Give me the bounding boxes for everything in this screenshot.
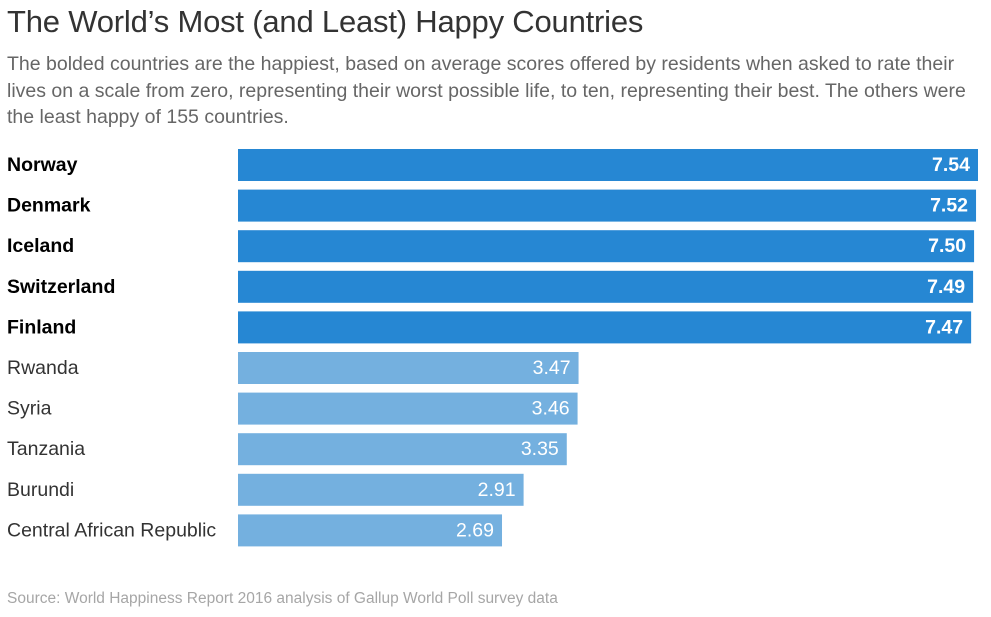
category-label: Norway — [7, 154, 78, 176]
bar-chart: Norway 7.54 Denmark 7.52 Iceland 7.50 Switzerl… — [7, 149, 978, 547]
bar — [238, 433, 567, 466]
value-label: 3.46 — [532, 398, 570, 420]
bar — [238, 514, 503, 547]
bar — [238, 311, 972, 344]
value-label: 7.47 — [925, 316, 963, 338]
category-label: Denmark — [7, 195, 91, 217]
bar — [238, 230, 975, 263]
category-label: Switzerland — [7, 276, 115, 298]
bar — [238, 189, 977, 222]
value-label: 2.91 — [478, 479, 516, 501]
source-note: Source: World Happiness Report 2016 anal… — [7, 590, 558, 607]
value-label: 3.35 — [521, 438, 559, 460]
category-label: Syria — [7, 398, 52, 420]
bar — [238, 473, 524, 506]
category-label: Iceland — [7, 235, 74, 257]
bar — [238, 149, 978, 181]
bar — [238, 392, 578, 425]
bar — [238, 270, 974, 303]
category-label: Burundi — [7, 479, 74, 501]
category-label: Tanzania — [7, 438, 85, 460]
value-label: 7.52 — [930, 195, 968, 217]
value-label: 3.47 — [533, 357, 571, 379]
chart-title: The World’s Most (and Least) Happy Count… — [7, 4, 644, 39]
bar — [238, 352, 579, 384]
value-label: 2.69 — [456, 519, 494, 541]
category-label: Central African Republic — [7, 519, 216, 541]
value-label: 7.54 — [932, 154, 970, 176]
category-label: Finland — [7, 316, 76, 338]
chart-subtitle: The bolded countries are the happiest, b… — [7, 53, 966, 128]
value-label: 7.50 — [928, 235, 966, 257]
value-label: 7.49 — [927, 276, 965, 298]
category-label: Rwanda — [7, 357, 79, 379]
